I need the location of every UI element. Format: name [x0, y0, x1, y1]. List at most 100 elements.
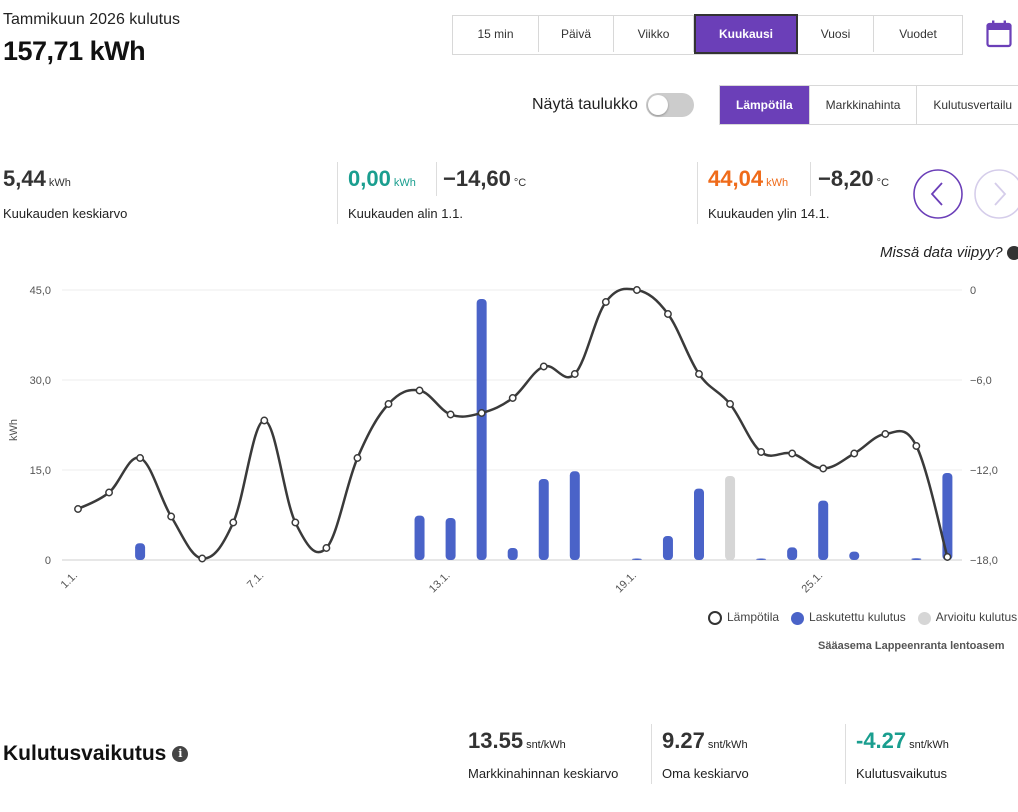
consumption-effect: -4.27 snt/kWh Kulutusvaikutus	[856, 728, 949, 781]
bar-billed	[135, 543, 146, 560]
tab-consumption-compare[interactable]: Kulutusvertailu	[917, 86, 1018, 124]
temperature-point	[943, 553, 952, 561]
temperature-point	[539, 362, 548, 371]
temperature-point	[881, 430, 890, 438]
temperature-point	[167, 512, 176, 521]
consumption-chart: 45,0 30,0 15,0 0 0 −6,0 −12,0 −18,0 kWh 1.1. 7.1. 1…	[8, 285, 998, 596]
bar-billed	[756, 558, 767, 560]
temperature-point	[726, 400, 734, 408]
max-temp-unit: °C	[876, 177, 890, 189]
temperature-point	[291, 518, 300, 527]
temperature-point	[570, 370, 579, 378]
tab-day[interactable]: Päivä	[539, 16, 614, 52]
tab-15min[interactable]: 15 min	[453, 16, 539, 52]
temperature-point	[353, 454, 362, 462]
consumption-effect-unit: snt/kWh	[909, 739, 949, 751]
min-value-row: 0,00 kWh	[348, 166, 416, 192]
page-subtitle: Tammikuun 2026 kulutus	[3, 11, 180, 28]
data-delay-text: Missä data viipyy?	[880, 244, 1003, 261]
temperature-point	[322, 544, 331, 552]
table-toggle[interactable]	[646, 93, 694, 117]
temperature-point	[788, 449, 797, 458]
chevron-left-icon[interactable]	[913, 169, 963, 219]
min-temp: −14,60	[443, 166, 511, 191]
max-value-row: 44,04 kWh	[708, 166, 788, 192]
tab-temperature[interactable]: Lämpötila	[720, 86, 810, 124]
min-temp-unit: °C	[513, 177, 527, 189]
section-title: Kulutusvaikutus i	[3, 742, 189, 766]
divider	[651, 724, 652, 784]
own-avg: 9.27 snt/kWh Oma keskiarvo	[662, 728, 749, 781]
tab-market-price[interactable]: Markkinahinta	[810, 86, 918, 124]
y2-tick-label: 0	[970, 285, 976, 297]
chart-legend: Lämpötila Laskutettu kulutus Arvioitu ku…	[708, 610, 1017, 625]
bar-billed	[538, 479, 549, 560]
tab-month[interactable]: Kuukausi	[694, 14, 798, 54]
temperature-point	[229, 518, 238, 527]
average-label: Kuukauden keskiarvo	[3, 206, 128, 221]
max-temp-row: −8,20 °C	[818, 166, 889, 192]
temperature-point	[695, 370, 703, 378]
temperature-point	[74, 505, 82, 513]
temperature-point	[260, 416, 269, 425]
period-tabs: 15 min Päivä Viikko Kuukausi Vuosi Vuode…	[452, 14, 963, 55]
calendar-icon[interactable]	[986, 20, 1012, 48]
bar-billed	[942, 473, 953, 560]
legend-swatch	[708, 610, 722, 625]
consumption-effect-value: -4.27	[856, 728, 907, 753]
own-avg-label: Oma keskiarvo	[662, 766, 749, 781]
bar-estimated	[725, 476, 736, 560]
max-label: Kuukauden ylin 14.1.	[708, 206, 830, 221]
divider	[810, 162, 811, 196]
divider	[845, 724, 846, 784]
temperature-point	[757, 448, 766, 456]
divider	[436, 162, 437, 196]
market-avg: 13.55 snt/kWh Markkinahinnan keskiarvo	[468, 728, 618, 781]
legend-item-estimated[interactable]: Arvioitu kulutus	[917, 610, 1017, 625]
temperature-point	[850, 449, 859, 458]
tab-years[interactable]: Vuodet	[899, 27, 937, 41]
temperature-point	[477, 409, 486, 417]
stat-average: 5,44 kWh	[3, 166, 71, 192]
temperature-point	[446, 410, 455, 419]
x-tick-label: 19.1.	[613, 570, 639, 596]
market-avg-row: 13.55 snt/kWh	[468, 728, 618, 754]
temperature-point	[664, 310, 672, 318]
divider	[337, 162, 338, 224]
bar-billed	[818, 500, 829, 560]
average-unit: kWh	[48, 177, 71, 189]
bar-billed	[631, 558, 642, 560]
legend-swatch	[791, 611, 805, 625]
x-tick-label: 1.1.	[59, 570, 80, 591]
info-icon[interactable]: i	[172, 746, 189, 763]
y-tick-label: 30,0	[30, 375, 51, 387]
bar-billed	[476, 299, 487, 560]
average-value-row: 5,44 kWh	[3, 166, 71, 192]
kulutusvaikutus-title: Kulutusvaikutus	[3, 742, 167, 765]
temperature-point	[384, 400, 393, 408]
x-tick-label: 25.1.	[800, 570, 826, 596]
legend-item-billed[interactable]: Laskutettu kulutus	[791, 610, 906, 625]
data-delay-link[interactable]: Missä data viipyy?	[880, 244, 1018, 261]
bar-billed	[911, 558, 922, 560]
temperature-point	[819, 464, 828, 473]
market-avg-value: 13.55	[468, 728, 524, 753]
temperature-point	[508, 394, 517, 402]
legend-item-temperature[interactable]: Lämpötila	[708, 610, 779, 625]
legend-swatch	[917, 611, 931, 625]
temperature-point	[198, 554, 207, 563]
market-avg-label: Markkinahinnan keskiarvo	[468, 766, 619, 781]
tab-week[interactable]: Viikko	[614, 16, 694, 52]
temperature-line	[77, 287, 949, 560]
temperature-point	[601, 298, 610, 306]
max-temp: −8,20	[818, 166, 874, 191]
temperature-point	[912, 442, 921, 450]
x-tick-label: 7.1.	[245, 570, 266, 591]
chevron-right-icon[interactable]	[974, 169, 1018, 219]
legend-label: Laskutettu kulutus	[809, 610, 906, 625]
max-value: 44,04	[708, 166, 764, 191]
max-unit: kWh	[766, 177, 789, 189]
tab-year[interactable]: Vuosi	[798, 16, 874, 52]
bar-billed	[507, 548, 518, 560]
chart-mode-tabs: Lämpötila Markkinahinta Kulutusvertailu	[719, 85, 1018, 125]
